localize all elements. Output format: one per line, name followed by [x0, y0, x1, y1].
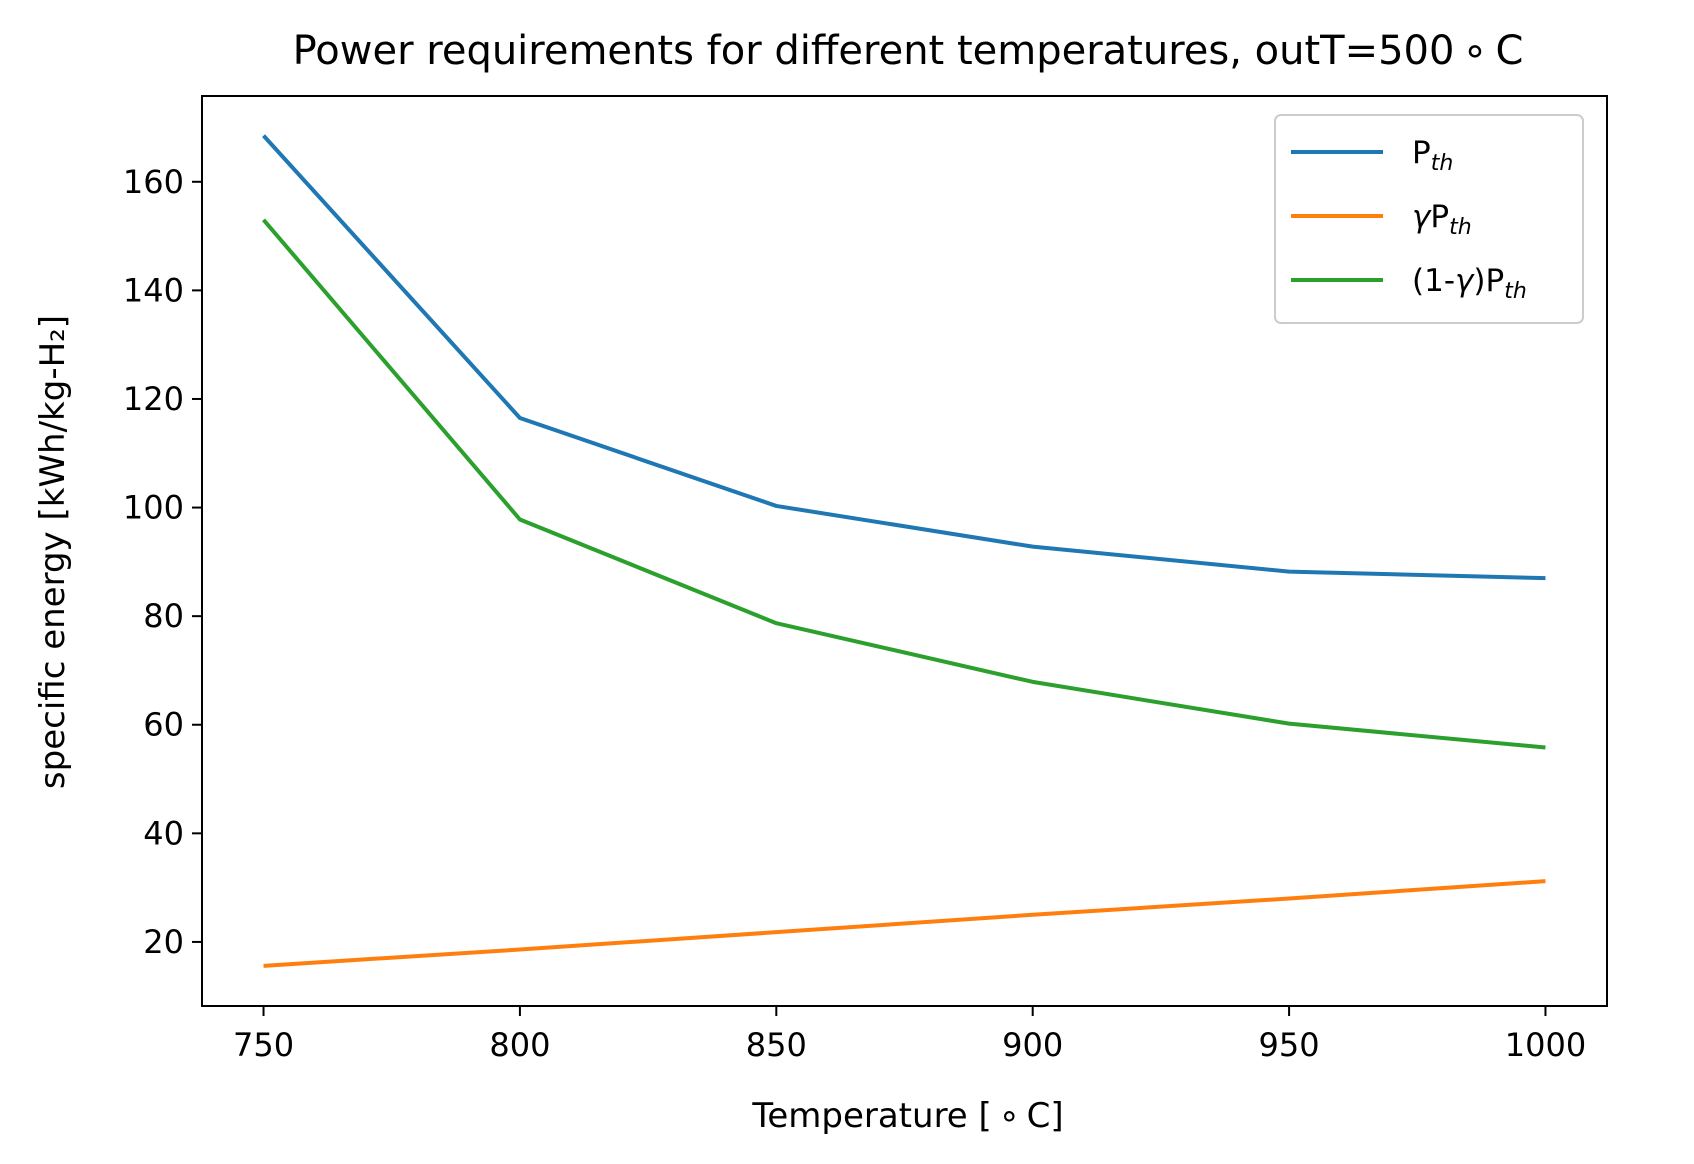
x-tick-label: 750	[233, 1026, 294, 1064]
chart-title: Power requirements for different tempera…	[293, 28, 1524, 74]
legend-box	[1274, 114, 1584, 324]
y-tick-label: 100	[123, 489, 184, 527]
x-tick-label: 1000	[1505, 1026, 1586, 1064]
y-tick-label: 80	[143, 597, 184, 635]
x-tick-label: 850	[746, 1026, 807, 1064]
y-tick-label: 60	[143, 706, 184, 744]
y-tick-label: 160	[123, 163, 184, 201]
x-axis: 750 800 850 900 950 1000	[233, 1006, 1586, 1064]
y-tick-label: 120	[123, 380, 184, 418]
x-tick-label: 900	[1002, 1026, 1063, 1064]
legend-label-2: γPth	[1412, 199, 1472, 240]
series-line-2	[263, 879, 1546, 968]
plot-frame	[201, 95, 1608, 1007]
y-tick-label: 40	[143, 814, 184, 852]
y-axis: 20 40 60 80 100 120 140 160	[123, 163, 202, 961]
legend-label-1: Pth	[1412, 135, 1453, 176]
x-axis-label: Temperature [ ∘ C]	[751, 1096, 1063, 1136]
series-line-1	[262, 134, 1546, 581]
y-tick-label: 20	[143, 923, 184, 961]
legend: Pth γPth (1-γ)Pth	[1274, 114, 1584, 324]
y-axis-label: specific energy [kWh/kg-H₂]	[33, 315, 73, 789]
series-line-3	[262, 218, 1546, 750]
y-tick-label: 140	[123, 271, 184, 309]
series-layer	[262, 134, 1546, 968]
x-tick-label: 800	[489, 1026, 550, 1064]
legend-label-3: (1-γ)Pth	[1412, 263, 1527, 304]
x-tick-label: 950	[1259, 1026, 1320, 1064]
